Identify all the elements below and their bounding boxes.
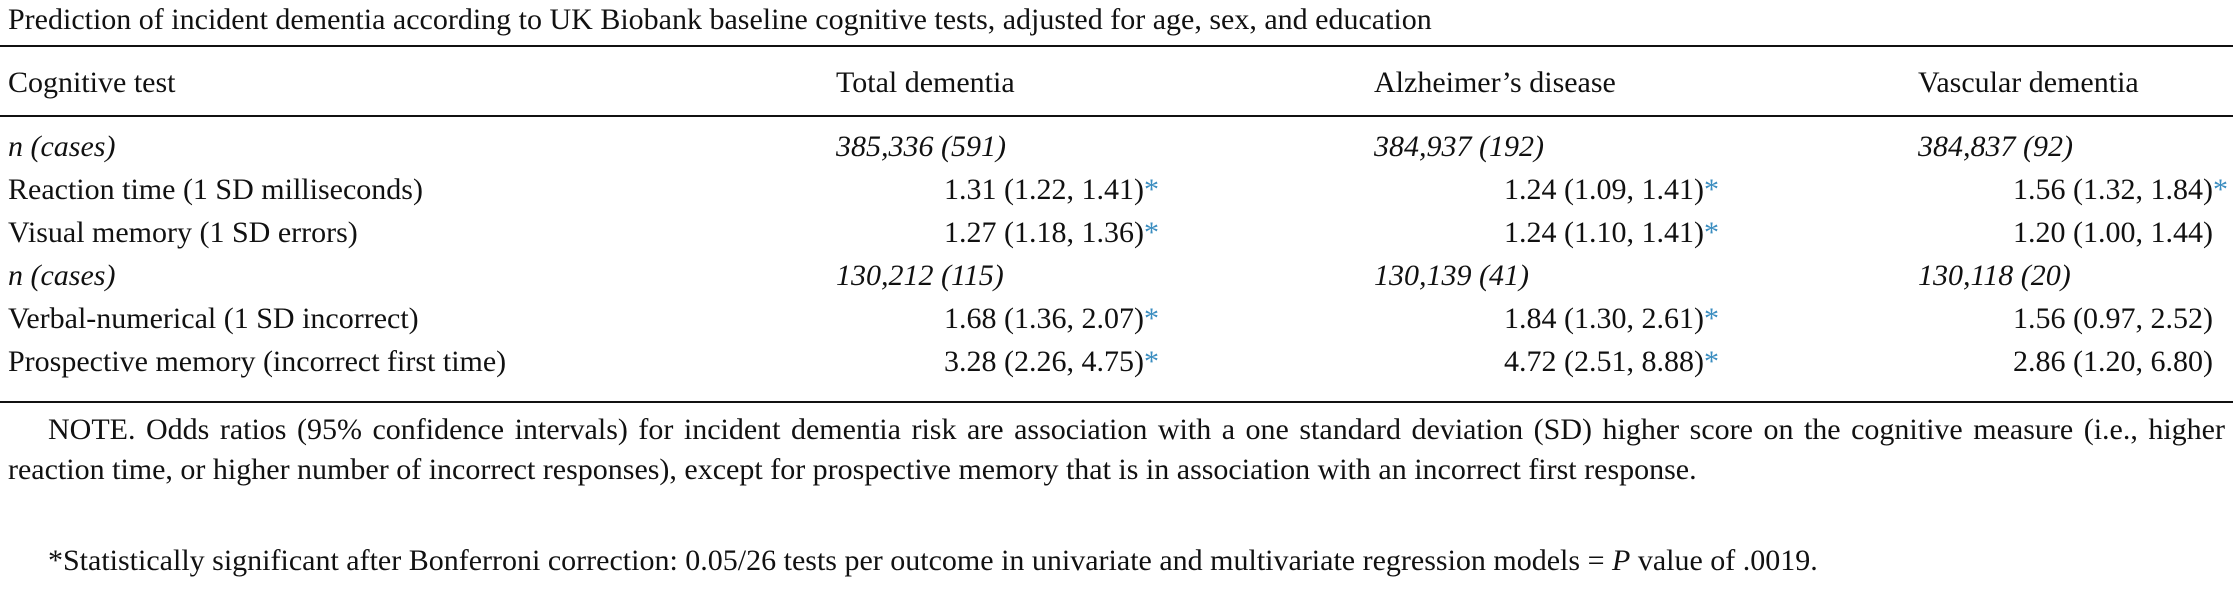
alzheimers-value-cell: 1.84 (1.30, 2.61)* [1158,297,1719,340]
significance-marker: * [2213,172,2228,206]
top-rule [0,45,2233,47]
cases-total: 130,212 (115) [836,258,1004,292]
total-value: 3.28 (2.26, 4.75) [944,344,1144,378]
vascular-value: 1.56 (1.32, 1.84) [2013,172,2213,206]
vascular-value: 1.20 (1.00, 1.44) [2013,215,2213,249]
table-header: Cognitive test Total dementia Alzheimer’… [0,53,2233,113]
total-value-cell: 3.28 (2.26, 4.75)* [828,340,1159,383]
column-header-alzheimers: Alzheimer’s disease [1374,66,1616,99]
footnote-text-end: value of .0019. [1630,544,1818,577]
alzheimers-value: 4.72 (2.51, 8.88) [1504,344,1704,378]
bottom-rule [0,401,2233,403]
cases-alzheimers: 130,139 (41) [1374,258,1529,292]
cases-row: n (cases) 385,336 (591) 384,937 (192) 38… [0,125,2233,168]
alzheimers-value: 1.24 (1.09, 1.41) [1504,172,1704,206]
vascular-value: 1.56 (0.97, 2.52) [2013,301,2213,335]
alzheimers-value-cell: 1.24 (1.10, 1.41)* [1158,211,1719,254]
alzheimers-value-cell: 4.72 (2.51, 8.88)* [1158,340,1719,383]
table-body: n (cases) 385,336 (591) 384,937 (192) 38… [0,113,2233,383]
header-rule [0,115,2233,117]
table-note: NOTE. Odds ratios (95% confidence interv… [8,413,2225,486]
test-name: Prospective memory (incorrect first time… [8,344,507,378]
column-header-vascular: Vascular dementia [1918,66,2139,99]
table-spacer [0,113,2233,125]
test-name: Reaction time (1 SD milliseconds) [8,172,423,206]
vascular-value-cell: 2.86 (1.20, 6.80) [1718,340,2233,383]
significance-marker: * [1704,344,1719,378]
cases-total: 385,336 (591) [836,129,1006,163]
total-value: 1.27 (1.18, 1.36) [944,215,1144,249]
significance-marker: * [1704,172,1719,206]
table-caption: Prediction of incident dementia accordin… [8,3,1432,36]
test-name: Verbal-numerical (1 SD incorrect) [8,301,419,335]
column-header-test: Cognitive test [8,66,176,99]
table-row: Visual memory (1 SD errors) 1.27 (1.18, … [0,211,2233,254]
alzheimers-value: 1.84 (1.30, 2.61) [1504,301,1704,335]
alzheimers-value: 1.24 (1.10, 1.41) [1504,215,1704,249]
significance-marker: * [1144,215,1159,249]
vascular-value: 2.86 (1.20, 6.80) [2013,344,2213,378]
significance-marker: * [1144,172,1159,206]
total-value-cell: 1.31 (1.22, 1.41)* [828,168,1159,211]
column-header-total: Total dementia [836,66,1015,99]
footnote-p-symbol: P [1611,544,1631,577]
vascular-value-cell: 1.56 (0.97, 2.52) [1718,297,2233,340]
footnote-text: *Statistically significant after Bonferr… [48,544,1612,577]
cases-label: n (cases) [8,129,116,163]
table-footnote: *Statistically significant after Bonferr… [8,541,2225,581]
vascular-value-cell: 1.20 (1.00, 1.44) [1718,211,2233,254]
significance-marker: * [1144,344,1159,378]
significance-marker: * [1704,301,1719,335]
total-value: 1.31 (1.22, 1.41) [944,172,1144,206]
cases-vascular: 384,837 (92) [1918,129,2073,163]
significance-marker: * [1144,301,1159,335]
alzheimers-value-cell: 1.24 (1.09, 1.41)* [1158,168,1719,211]
significance-marker: * [1704,215,1719,249]
table-row: Prospective memory (incorrect first time… [0,340,2233,383]
cases-alzheimers: 384,937 (192) [1374,129,1544,163]
cases-label: n (cases) [8,258,116,292]
vascular-value-cell: 1.56 (1.32, 1.84)* [1718,168,2233,211]
table-row: Reaction time (1 SD milliseconds) 1.31 (… [0,168,2233,211]
results-table: Cognitive test Total dementia Alzheimer’… [0,53,2233,383]
cases-vascular: 130,118 (20) [1918,258,2071,292]
total-value: 1.68 (1.36, 2.07) [944,301,1144,335]
total-value-cell: 1.68 (1.36, 2.07)* [828,297,1159,340]
total-value-cell: 1.27 (1.18, 1.36)* [828,211,1159,254]
table-row: Verbal-numerical (1 SD incorrect) 1.68 (… [0,297,2233,340]
test-name: Visual memory (1 SD errors) [8,215,358,249]
cases-row: n (cases) 130,212 (115) 130,139 (41) 130… [0,254,2233,297]
